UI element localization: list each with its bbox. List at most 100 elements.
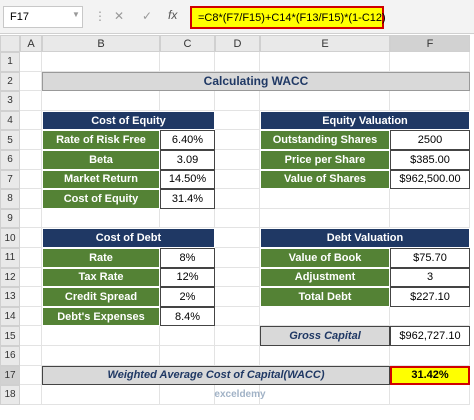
row-header: 5 xyxy=(0,130,20,150)
grid-cell xyxy=(160,385,215,405)
grid-cell xyxy=(20,52,42,72)
grid-cell xyxy=(20,365,42,386)
grid-cell xyxy=(20,267,42,288)
row-label: Cost of Equity xyxy=(42,189,160,209)
row-header: 1 xyxy=(0,52,20,72)
grid-cell xyxy=(20,130,42,150)
row-value: 3.09 xyxy=(160,150,215,170)
wacc-label: Weighted Average Cost of Capital(WACC) xyxy=(42,365,390,386)
separator-dots: ⋮ xyxy=(94,9,106,23)
grid-cell xyxy=(215,228,260,248)
grid-cell xyxy=(42,208,160,229)
grid-cell xyxy=(260,346,390,366)
row-header: 8 xyxy=(0,189,20,209)
name-box[interactable]: F17 xyxy=(3,6,83,28)
grid-cell xyxy=(42,385,160,405)
grid-cell xyxy=(260,385,390,405)
table-header: Cost of Equity xyxy=(42,110,215,131)
grid-cell xyxy=(20,71,42,92)
grid-cell xyxy=(215,189,260,209)
grid-cell xyxy=(215,110,260,131)
function-icon[interactable]: fx xyxy=(168,8,178,22)
row-value: 3 xyxy=(390,267,470,288)
row-header: 16 xyxy=(0,346,20,366)
row-header: 10 xyxy=(0,228,20,248)
grid-cell xyxy=(20,169,42,190)
grid-cell xyxy=(390,346,470,366)
grid-cell xyxy=(215,385,260,405)
gross-capital-value: $962,727.10 xyxy=(390,326,470,346)
row-label: Beta xyxy=(42,150,160,170)
grid-cell xyxy=(42,91,160,111)
grid-cell xyxy=(260,208,390,229)
row-label: Price per Share xyxy=(260,150,390,170)
grid-cell xyxy=(215,52,260,72)
row-label: Value of Book xyxy=(260,248,390,268)
row-header: 7 xyxy=(0,169,20,190)
row-label: Debt's Expenses xyxy=(42,306,160,327)
row-value: 2% xyxy=(160,287,215,307)
row-label: Total Debt xyxy=(260,287,390,307)
row-header: 12 xyxy=(0,267,20,288)
row-value: $962,500.00 xyxy=(390,169,470,190)
grid-cell xyxy=(260,52,390,72)
column-header: C xyxy=(160,35,215,52)
grid-cell xyxy=(260,189,390,209)
table-header: Cost of Debt xyxy=(42,228,215,248)
grid-cell xyxy=(390,189,470,209)
grid-cell xyxy=(160,52,215,72)
grid-cell xyxy=(20,385,42,405)
grid-cell xyxy=(215,130,260,150)
grid-cell xyxy=(20,306,42,327)
grid-cell xyxy=(260,91,390,111)
row-header: 2 xyxy=(0,71,20,92)
grid-cell xyxy=(20,248,42,268)
grid-cell xyxy=(20,326,42,346)
formula-input[interactable]: =C8*(F7/F15)+C14*(F13/F15)*(1-C12) xyxy=(190,6,386,29)
grid-cell xyxy=(20,208,42,229)
grid-cell xyxy=(42,52,160,72)
row-value: 31.4% xyxy=(160,189,215,209)
row-value: 14.50% xyxy=(160,169,215,190)
row-value: 8.4% xyxy=(160,306,215,327)
grid-cell xyxy=(160,326,215,346)
column-header: D xyxy=(215,35,260,52)
row-label: Market Return xyxy=(42,169,160,190)
row-label: Outstanding Shares xyxy=(260,130,390,150)
grid-cell xyxy=(42,346,160,366)
dropdown-arrow[interactable]: ▼ xyxy=(72,10,80,19)
grid-cell xyxy=(20,150,42,170)
grid-cell xyxy=(160,91,215,111)
row-header: 18 xyxy=(0,385,20,405)
grid-cell xyxy=(260,306,390,327)
column-header: B xyxy=(42,35,160,52)
watermark: exceldemy xyxy=(214,388,266,400)
grid-cell xyxy=(20,346,42,366)
row-value: 12% xyxy=(160,267,215,288)
grid-cell xyxy=(215,346,260,366)
gross-capital-label: Gross Capital xyxy=(260,326,390,346)
grid-cell xyxy=(215,91,260,111)
row-header: 17 xyxy=(0,365,20,386)
enter-icon[interactable]: ✓ xyxy=(142,9,153,23)
grid-cell xyxy=(20,110,42,131)
row-value: 2500 xyxy=(390,130,470,150)
row-value: 8% xyxy=(160,248,215,268)
row-header: 15 xyxy=(0,326,20,346)
row-header: 9 xyxy=(0,208,20,229)
row-header: 14 xyxy=(0,306,20,327)
row-header: 6 xyxy=(0,150,20,170)
grid-cell xyxy=(390,385,470,405)
column-header: F xyxy=(390,35,470,52)
row-header: 3 xyxy=(0,91,20,111)
grid-cell xyxy=(390,306,470,327)
grid-cell xyxy=(42,326,160,346)
grid-cell xyxy=(215,169,260,190)
grid-cell xyxy=(20,287,42,307)
row-value: 6.40% xyxy=(160,130,215,150)
column-header: E xyxy=(260,35,390,52)
cancel-icon[interactable]: ✕ xyxy=(114,9,125,23)
row-value: $75.70 xyxy=(390,248,470,268)
corner xyxy=(0,35,20,52)
